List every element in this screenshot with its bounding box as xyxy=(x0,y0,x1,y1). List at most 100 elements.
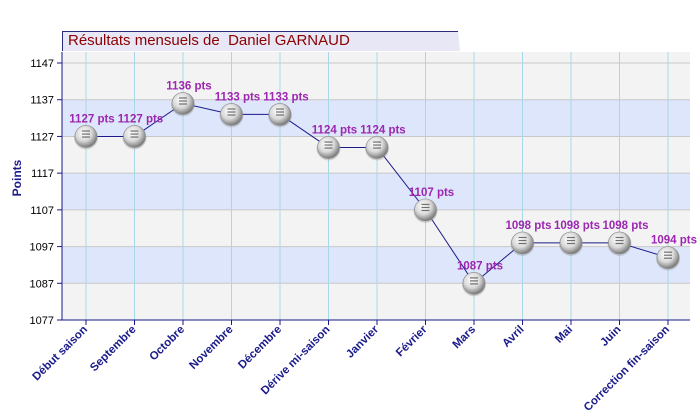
marker-detail xyxy=(518,239,527,242)
y-tick-label: 1117 xyxy=(31,168,54,180)
grid-band xyxy=(62,209,690,247)
y-tick-label: 1137 xyxy=(30,95,54,107)
data-point xyxy=(413,198,438,223)
data-label: 1124 pts xyxy=(312,124,357,136)
data-point xyxy=(171,92,195,117)
x-tick-label: Mars xyxy=(451,324,478,351)
marker-detail xyxy=(227,108,236,110)
data-point xyxy=(656,246,680,271)
marker-detail xyxy=(470,283,478,285)
marker-detail xyxy=(324,141,333,143)
data-label: 1098 pts xyxy=(554,220,600,232)
x-tick-label: Avril xyxy=(500,324,526,350)
marker-detail xyxy=(276,111,284,113)
data-point xyxy=(462,271,486,297)
data-label: 1107 pts xyxy=(409,187,454,199)
x-tick-label: Correction fin-saison xyxy=(582,324,672,414)
x-tick-label: Décembre xyxy=(236,324,284,372)
marker-detail xyxy=(567,236,575,239)
marker-detail xyxy=(82,136,90,138)
marker-detail xyxy=(179,97,187,99)
marker-detail xyxy=(324,147,333,149)
marker-detail xyxy=(179,100,187,102)
marker-detail xyxy=(567,242,575,245)
grid-band xyxy=(62,246,690,284)
data-label: 1124 pts xyxy=(360,124,405,136)
data-label: 1133 pts xyxy=(263,91,308,103)
y-tick-labels: 1077 1087 1097 1107 1117 1127 1137 1147 xyxy=(30,58,62,327)
marker-detail xyxy=(227,111,236,113)
marker-detail xyxy=(324,144,333,146)
marker-detail xyxy=(276,114,284,116)
grid-band xyxy=(62,63,690,100)
marker-detail xyxy=(664,257,672,259)
data-point xyxy=(122,125,147,150)
marker-detail xyxy=(82,130,90,132)
marker-detail xyxy=(664,251,672,253)
data-point xyxy=(559,231,583,256)
data-label: 1133 pts xyxy=(215,91,260,103)
data-point xyxy=(365,136,389,161)
data-markers xyxy=(74,92,680,297)
data-point xyxy=(607,231,632,256)
data-point xyxy=(74,125,98,150)
y-tick-label: 1097 xyxy=(30,242,54,254)
chart-title-box xyxy=(62,31,460,51)
data-point xyxy=(510,231,535,256)
marker-detail xyxy=(276,108,284,110)
x-tick-label: Janvier xyxy=(344,323,381,360)
marker-detail xyxy=(227,114,236,116)
x-tick-label: Mai xyxy=(553,324,575,346)
y-tick-label: 1127 xyxy=(30,131,54,143)
marker-detail xyxy=(470,280,478,282)
marker-detail xyxy=(373,144,381,146)
marker-detail xyxy=(373,147,381,149)
x-tick-label: Novembre xyxy=(187,324,235,372)
marker-detail xyxy=(130,130,139,132)
data-label: 1094 pts xyxy=(651,235,697,247)
x-tick-label: Début saison xyxy=(31,324,91,384)
marker-detail xyxy=(470,277,478,279)
plot-background-bands xyxy=(62,52,690,321)
marker-detail xyxy=(421,203,430,206)
data-label: 1087 pts xyxy=(457,260,503,272)
data-labels: 1127 pts 1127 pts 1136 pts 1133 pts 1133 pts… xyxy=(69,80,697,272)
data-label: 1127 pts xyxy=(69,113,114,125)
marker-detail xyxy=(615,242,624,245)
x-tick-label: Octobre xyxy=(147,324,187,364)
marker-detail xyxy=(518,236,527,239)
marker-detail xyxy=(130,133,139,135)
marker-detail xyxy=(664,254,672,256)
marker-detail xyxy=(421,206,430,209)
axes xyxy=(61,52,690,321)
y-tick-label: 1107 xyxy=(30,205,54,217)
marker-detail xyxy=(130,136,139,138)
marker-detail xyxy=(518,242,527,245)
grid-band xyxy=(62,283,690,320)
marker-detail xyxy=(373,141,381,143)
x-tick-label: Juin xyxy=(598,324,623,349)
chart-title: Résultats mensuels de Daniel GARNAUD xyxy=(68,32,350,49)
y-axis-label: Points xyxy=(10,159,24,196)
data-label: 1098 pts xyxy=(505,220,551,232)
y-tick-label: 1077 xyxy=(30,315,54,327)
x-tick-label: Février xyxy=(394,323,430,359)
marker-detail xyxy=(421,209,430,212)
marker-detail xyxy=(567,239,575,242)
data-point xyxy=(219,103,244,128)
marker-detail xyxy=(615,239,624,242)
marker-detail xyxy=(615,236,624,239)
marker-detail xyxy=(179,103,187,105)
data-point xyxy=(316,136,341,161)
grid-band xyxy=(62,99,690,137)
data-label: 1136 pts xyxy=(166,80,211,92)
data-label: 1098 pts xyxy=(602,220,648,232)
data-point xyxy=(268,103,292,128)
x-tick-label: Septembre xyxy=(88,324,139,375)
y-tick-label: 1087 xyxy=(30,278,54,290)
marker-detail xyxy=(82,133,90,135)
grid-band xyxy=(62,52,690,64)
y-tick-label: 1147 xyxy=(30,58,54,70)
